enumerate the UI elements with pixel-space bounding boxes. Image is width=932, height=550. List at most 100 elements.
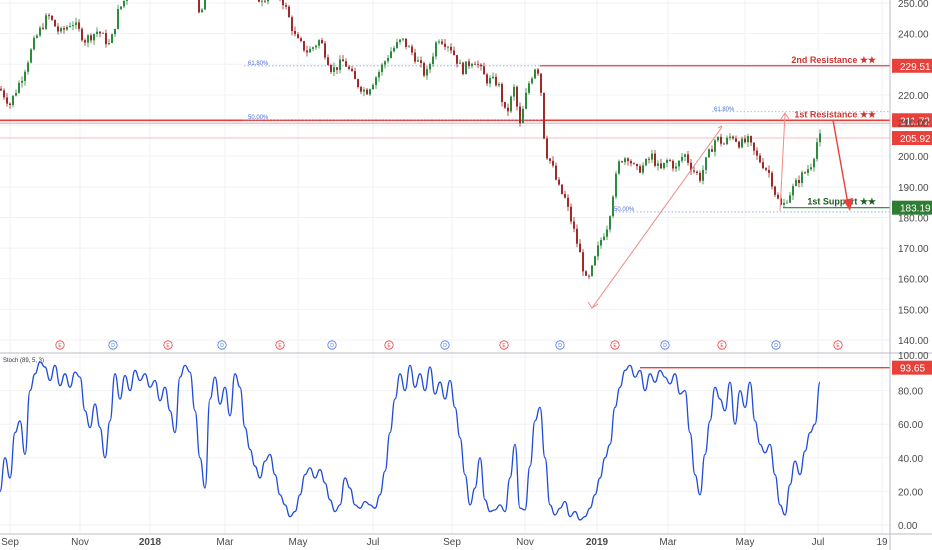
level-price-value: 183.19 bbox=[900, 204, 931, 215]
candle-body bbox=[579, 243, 581, 253]
candle-body bbox=[525, 92, 527, 109]
x-axis-label: Mar bbox=[216, 537, 234, 548]
candle-body bbox=[93, 33, 95, 41]
dividend-marker[interactable] bbox=[217, 340, 227, 350]
candle-body bbox=[3, 90, 5, 98]
candle-body bbox=[444, 43, 446, 47]
price-axis-tick: 140.00 bbox=[898, 336, 929, 347]
candle-body bbox=[645, 158, 647, 166]
candle-body bbox=[297, 34, 299, 39]
fib-label: 50.00% bbox=[614, 207, 635, 213]
candle-body bbox=[651, 153, 653, 160]
fib-label: 50.00% bbox=[248, 115, 269, 121]
event-marker-letter: D bbox=[111, 343, 115, 349]
candle-body bbox=[369, 89, 371, 95]
candle-body bbox=[486, 74, 488, 84]
candle-body bbox=[438, 41, 440, 43]
candle-body bbox=[357, 79, 359, 87]
candle-body bbox=[363, 89, 365, 92]
candle-body bbox=[681, 156, 683, 161]
earnings-marker[interactable] bbox=[717, 340, 727, 350]
candle-body bbox=[798, 180, 800, 184]
candle-body bbox=[126, 0, 128, 1]
price-axis-tick: 160.00 bbox=[898, 275, 929, 286]
candle-body bbox=[84, 40, 86, 43]
event-marker-letter: E bbox=[720, 343, 724, 349]
event-marker-letter: E bbox=[278, 343, 282, 349]
candle-body bbox=[804, 172, 806, 174]
candle-body bbox=[786, 202, 788, 204]
candle-body bbox=[783, 202, 785, 205]
candle-body bbox=[654, 153, 656, 166]
dividend-marker[interactable] bbox=[660, 340, 670, 350]
event-marker-letter: E bbox=[58, 343, 62, 349]
earnings-marker[interactable] bbox=[610, 340, 620, 350]
fib-extension-tick bbox=[591, 303, 599, 309]
earnings-marker[interactable] bbox=[384, 340, 394, 350]
candle-body bbox=[21, 80, 23, 83]
target-arrowhead bbox=[843, 198, 853, 211]
candle-body bbox=[468, 61, 470, 66]
candle-body bbox=[288, 6, 290, 18]
candle-body bbox=[111, 34, 113, 44]
candle-body bbox=[756, 150, 758, 156]
dividend-marker[interactable] bbox=[327, 340, 337, 350]
dividend-marker[interactable] bbox=[108, 340, 118, 350]
dividend-marker[interactable] bbox=[771, 340, 781, 350]
dividend-marker[interactable] bbox=[440, 340, 450, 350]
candle-body bbox=[780, 198, 782, 205]
candle-body bbox=[483, 66, 485, 75]
earnings-marker[interactable] bbox=[163, 340, 173, 350]
price-axis-tick: 210.00 bbox=[898, 119, 929, 130]
candle-body bbox=[711, 149, 713, 152]
candle-body bbox=[345, 61, 347, 67]
candle-body bbox=[81, 28, 83, 41]
candle-body bbox=[771, 172, 773, 187]
earnings-marker[interactable] bbox=[499, 340, 509, 350]
candle-body bbox=[87, 35, 89, 43]
candle-body bbox=[678, 160, 680, 167]
candle-body bbox=[684, 154, 686, 157]
candle-body bbox=[807, 169, 809, 173]
candle-body bbox=[507, 107, 509, 112]
candle-body bbox=[621, 161, 623, 163]
candle-body bbox=[561, 184, 563, 194]
price-axis-tick: 200.00 bbox=[898, 152, 929, 163]
candle-body bbox=[735, 138, 737, 142]
candlestick-series bbox=[0, 0, 821, 280]
candle-body bbox=[555, 165, 557, 180]
candle-body bbox=[27, 62, 29, 72]
candle-body bbox=[606, 229, 608, 237]
earnings-marker[interactable] bbox=[275, 340, 285, 350]
earnings-marker[interactable] bbox=[55, 340, 65, 350]
candle-body bbox=[702, 169, 704, 181]
candle-body bbox=[204, 0, 206, 10]
candle-body bbox=[675, 166, 677, 169]
candle-body bbox=[420, 60, 422, 64]
candle-body bbox=[453, 50, 455, 56]
candle-body bbox=[90, 35, 92, 41]
dividend-marker[interactable] bbox=[555, 340, 565, 350]
stoch-axis-tick: 80.00 bbox=[898, 387, 923, 398]
candle-body bbox=[522, 108, 524, 124]
event-marker-letter: D bbox=[443, 343, 447, 349]
candle-body bbox=[657, 163, 659, 166]
projection-line bbox=[779, 113, 786, 212]
candle-body bbox=[15, 92, 17, 96]
price-axis-tick: 170.00 bbox=[898, 244, 929, 255]
candle-body bbox=[738, 141, 740, 148]
stoch-axis-tick: 60.00 bbox=[898, 420, 923, 431]
candle-body bbox=[198, 0, 200, 13]
earnings-marker[interactable] bbox=[833, 340, 843, 350]
candle-body bbox=[549, 158, 551, 161]
event-marker-letter: D bbox=[774, 343, 778, 349]
candle-body bbox=[45, 15, 47, 29]
x-axis-label: Jul bbox=[367, 537, 380, 548]
candle-body bbox=[60, 28, 62, 32]
candle-body bbox=[729, 136, 731, 138]
candle-body bbox=[534, 69, 536, 79]
candle-body bbox=[360, 86, 362, 92]
candle-body bbox=[636, 164, 638, 167]
